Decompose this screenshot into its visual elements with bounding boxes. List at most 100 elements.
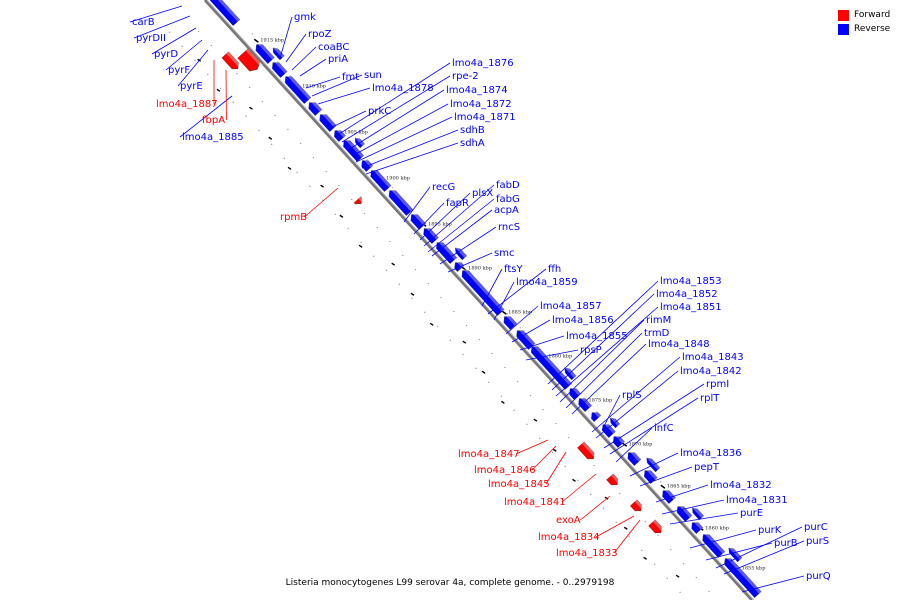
reverse-gene-label[interactable]: purS — [806, 536, 829, 547]
reverse-gene-label[interactable]: fapR — [446, 198, 469, 209]
forward-gene-label[interactable]: fbpA — [202, 115, 225, 126]
reverse-gene-label[interactable]: pyrF — [168, 65, 190, 76]
forward-gene-label[interactable]: lmo4a_1847 — [458, 449, 520, 460]
reverse-gene-feature — [436, 239, 458, 264]
reverse-gene-label[interactable]: purQ — [806, 571, 831, 582]
reverse-gene-feature — [530, 343, 572, 390]
reverse-gene-label[interactable]: lmo4a_1876 — [452, 58, 514, 69]
reverse-gene-label[interactable]: purC — [804, 522, 828, 533]
forward-gene-label[interactable]: lmo4a_1846 — [474, 465, 536, 476]
forward-gene-label-leader — [545, 451, 567, 485]
reverse-gene-label[interactable]: rpmI — [706, 379, 729, 390]
legend-reverse: Reverse — [838, 22, 890, 36]
reverse-gene-label[interactable]: purE — [740, 508, 763, 519]
forward-gene-label[interactable]: lmo4a_1887 — [156, 99, 218, 110]
reverse-gene-label[interactable]: fmt — [342, 72, 359, 83]
guide-dot — [168, 31, 171, 34]
reverse-gene-label[interactable]: rplS — [622, 390, 642, 401]
reverse-gene-label[interactable]: smc — [494, 248, 514, 259]
reverse-gene-label[interactable]: lmo4a_1855 — [566, 331, 628, 342]
reverse-gene-label[interactable]: sun — [364, 70, 382, 81]
forward-gene-label[interactable]: lmo4a_1833 — [556, 548, 618, 559]
reverse-gene-label[interactable]: lmo4a_1836 — [680, 448, 742, 459]
reverse-gene-label-leader — [133, 15, 191, 39]
reverse-gene-label[interactable]: infC — [654, 423, 674, 434]
reverse-gene-label[interactable]: sdhA — [460, 138, 485, 149]
reverse-gene-label[interactable]: lmo4a_1832 — [710, 480, 772, 491]
reverse-gene-label[interactable]: lmo4a_1874 — [446, 85, 508, 96]
guide-dot — [641, 549, 643, 552]
reverse-gene-label[interactable]: carB — [132, 17, 155, 28]
reverse-gene-label-leader — [723, 540, 805, 575]
reverse-gene-label[interactable]: pepT — [694, 462, 720, 473]
reverse-gene-label[interactable]: lmo4a_1856 — [552, 315, 614, 326]
reverse-gene-label[interactable]: lmo4a_1843 — [682, 352, 744, 363]
reverse-gene-label[interactable]: pyrDII — [136, 33, 166, 44]
mark — [675, 574, 680, 578]
reverse-gene-label[interactable]: ffh — [548, 264, 561, 275]
reverse-gene-label[interactable]: lmo4a_1842 — [680, 366, 742, 377]
reverse-gene-label[interactable]: prkC — [368, 106, 391, 117]
guide-dot — [276, 61, 279, 63]
reverse-gene-label-leader — [439, 226, 497, 265]
forward-gene-label[interactable]: lmo4a_1834 — [538, 532, 600, 543]
reverse-gene-label[interactable]: lmo4a_1872 — [450, 99, 512, 110]
reverse-gene-label-leader — [431, 209, 493, 257]
reverse-gene-label-leader — [329, 110, 367, 129]
guide-dot — [373, 255, 375, 258]
reverse-gene-label[interactable]: rpsP — [580, 345, 602, 356]
reverse-gene-label[interactable]: rplT — [700, 393, 720, 404]
reverse-gene-label[interactable]: lmo4a_1851 — [660, 302, 722, 313]
reverse-gene-label[interactable]: lmo4a_1878 — [372, 83, 434, 94]
guide-dot — [679, 591, 681, 594]
reverse-gene-label[interactable]: acpA — [494, 205, 519, 216]
reverse-gene-label[interactable]: lmo4a_1857 — [540, 301, 602, 312]
reverse-gene-label[interactable]: purK — [758, 525, 782, 536]
forward-gene-label[interactable]: rpmB — [280, 212, 307, 223]
reverse-gene-label[interactable]: lmo4a_1885 — [182, 132, 244, 143]
reverse-gene-label[interactable]: plsX — [472, 188, 493, 199]
guide-dot — [251, 33, 253, 35]
reverse-gene-label[interactable]: ftsY — [504, 264, 523, 275]
tick-label: 1905 kbp — [344, 129, 368, 135]
reverse-gene-label[interactable]: priA — [328, 54, 348, 65]
mark — [410, 292, 415, 296]
forward-swatch — [838, 9, 849, 21]
reverse-gene-label[interactable]: recG — [432, 182, 455, 193]
reverse-gene-label[interactable]: rpoZ — [308, 29, 332, 40]
reverse-gene-label[interactable]: lmo4a_1848 — [648, 339, 710, 350]
reverse-gene-label[interactable]: pyrE — [180, 81, 203, 92]
reverse-gene-label[interactable]: fabG — [496, 194, 520, 205]
reverse-gene-label[interactable]: rpe-2 — [452, 71, 479, 82]
forward-gene-label-leader — [561, 473, 597, 503]
reverse-gene-label-leader — [419, 192, 471, 241]
guide-dot — [695, 576, 698, 579]
guide-dot — [376, 226, 378, 229]
reverse-gene-label-leader — [555, 306, 659, 397]
reverse-gene-label[interactable]: pyrD — [154, 49, 178, 60]
guide-dot — [555, 422, 557, 425]
reverse-gene-label-leader — [129, 5, 183, 23]
reverse-gene-label[interactable]: lmo4a_1859 — [516, 277, 578, 288]
reverse-gene-label[interactable]: lmo4a_1831 — [726, 495, 788, 506]
reverse-gene-label[interactable]: lmo4a_1852 — [656, 289, 718, 300]
reverse-gene-label[interactable]: purB — [774, 538, 798, 549]
reverse-gene-label-leader — [355, 116, 453, 163]
reverse-gene-label-leader — [655, 484, 709, 503]
reverse-gene-label[interactable]: coaBC — [318, 42, 349, 53]
reverse-gene-label-leader — [317, 87, 371, 105]
reverse-gene-label[interactable]: lmo4a_1871 — [454, 112, 516, 123]
reverse-gene-label-leader — [481, 268, 503, 307]
reverse-gene-label[interactable]: gmk — [294, 12, 316, 23]
reverse-gene-label[interactable]: fabD — [496, 180, 520, 191]
reverse-gene-label[interactable]: rimM — [646, 315, 671, 326]
reverse-gene-label[interactable]: rncS — [498, 222, 520, 233]
reverse-gene-label-leader — [609, 397, 699, 455]
forward-gene-label[interactable]: lmo4a_1845 — [488, 479, 550, 490]
forward-gene-label[interactable]: exoA — [556, 515, 581, 526]
forward-gene-label[interactable]: lmo4a_1841 — [504, 497, 566, 508]
reverse-gene-label[interactable]: trmD — [644, 328, 670, 339]
legend-forward: Forward — [838, 8, 890, 22]
reverse-gene-label[interactable]: sdhB — [460, 125, 485, 136]
reverse-gene-label[interactable]: lmo4a_1853 — [660, 276, 722, 287]
